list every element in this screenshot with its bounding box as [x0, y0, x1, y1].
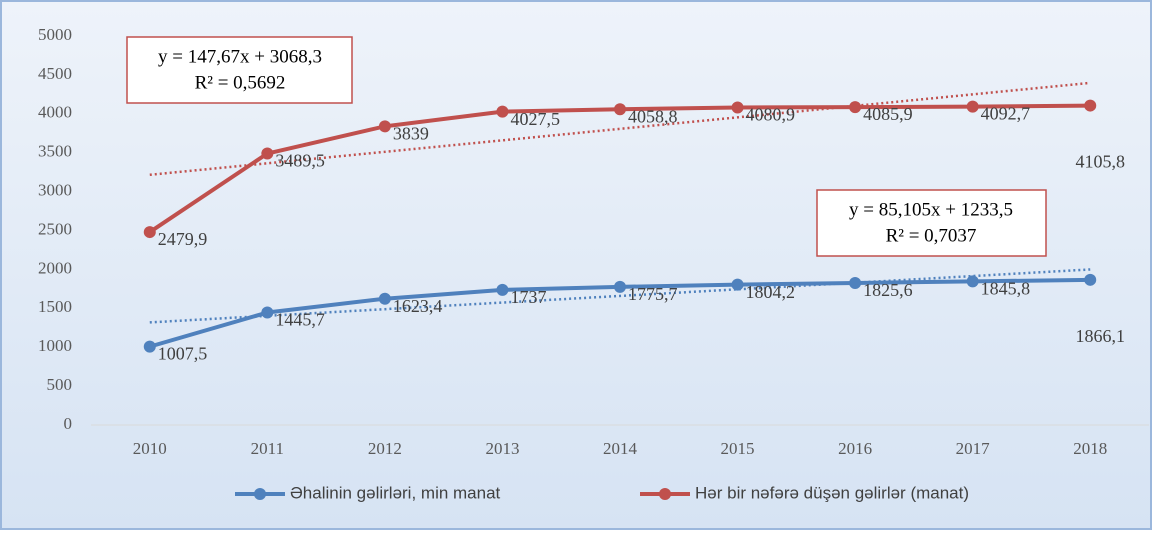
data-point: [261, 306, 274, 319]
data-point: [731, 278, 744, 291]
x-tick-label: 2013: [485, 439, 519, 458]
legend-label: Hər bir nəfərə düşən gəlirlər (manat): [695, 483, 969, 502]
legend-label: Əhalinin gəlirləri, min manat: [290, 483, 501, 502]
data-point: [849, 276, 862, 289]
data-point: [143, 340, 156, 353]
data-label: 1775,7: [628, 284, 678, 304]
data-label: 3839: [393, 123, 429, 143]
data-point: [143, 226, 156, 239]
data-point: [496, 105, 509, 118]
data-point: [731, 101, 744, 114]
data-point: [966, 100, 979, 113]
y-tick-label: 1500: [38, 297, 72, 316]
data-label: 1623,4: [393, 296, 443, 316]
equation-box: [126, 36, 353, 104]
y-tick-label: 3000: [38, 181, 72, 200]
data-point: [849, 101, 862, 114]
data-label: 4085,9: [863, 104, 913, 124]
equation: y = 147,67x + 3068,3: [158, 46, 322, 67]
y-tick-label: 0: [64, 414, 73, 433]
y-tick-label: 4000: [38, 103, 72, 122]
data-label: 3489,5: [275, 151, 325, 171]
data-point: [614, 103, 626, 116]
data-point: [614, 280, 626, 293]
data-label: 4027,5: [510, 109, 560, 129]
data-label: 1007,5: [158, 344, 208, 364]
x-tick-label: 2014: [603, 439, 638, 458]
data-label: 2479,9: [158, 229, 208, 249]
data-point: [496, 283, 509, 296]
data-label: 1866,1: [1075, 326, 1125, 346]
y-tick-label: 1000: [38, 336, 72, 355]
r-squared: R² = 0,7037: [886, 225, 977, 246]
y-tick-label: 2000: [38, 258, 72, 277]
y-tick-label: 500: [47, 375, 73, 394]
y-tick-label: 2500: [38, 219, 72, 238]
legend-marker: [254, 488, 266, 500]
y-tick-label: 5000: [38, 25, 72, 44]
data-point: [378, 292, 391, 305]
data-label: 1845,8: [981, 279, 1031, 299]
data-point: [1084, 99, 1097, 112]
r-squared: R² = 0,5692: [195, 72, 286, 93]
data-label: 1804,2: [746, 282, 796, 302]
data-point: [966, 275, 979, 288]
x-tick-label: 2016: [838, 439, 872, 458]
data-label: 4080,9: [746, 105, 796, 125]
data-label: 1737: [510, 287, 546, 307]
data-label: 4092,7: [981, 104, 1031, 124]
equation: y = 85,105x + 1233,5: [849, 199, 1013, 220]
data-point: [1084, 273, 1097, 286]
equation-box: [816, 189, 1047, 257]
data-point: [378, 120, 391, 133]
x-tick-label: 2012: [368, 439, 402, 458]
x-tick-label: 2011: [251, 439, 284, 458]
x-tick-label: 2015: [721, 439, 755, 458]
data-label: 4058,8: [628, 106, 678, 126]
x-tick-label: 2010: [133, 439, 167, 458]
data-label: 4105,8: [1075, 152, 1125, 172]
y-tick-label: 4500: [38, 64, 72, 83]
data-label: 1445,7: [275, 310, 325, 330]
data-point: [261, 147, 274, 160]
legend-marker: [659, 488, 671, 500]
x-tick-label: 2018: [1073, 439, 1107, 458]
x-tick-label: 2017: [956, 439, 991, 458]
trendline: [149, 268, 1091, 324]
data-label: 1825,6: [863, 280, 913, 300]
y-tick-label: 3500: [38, 142, 72, 161]
